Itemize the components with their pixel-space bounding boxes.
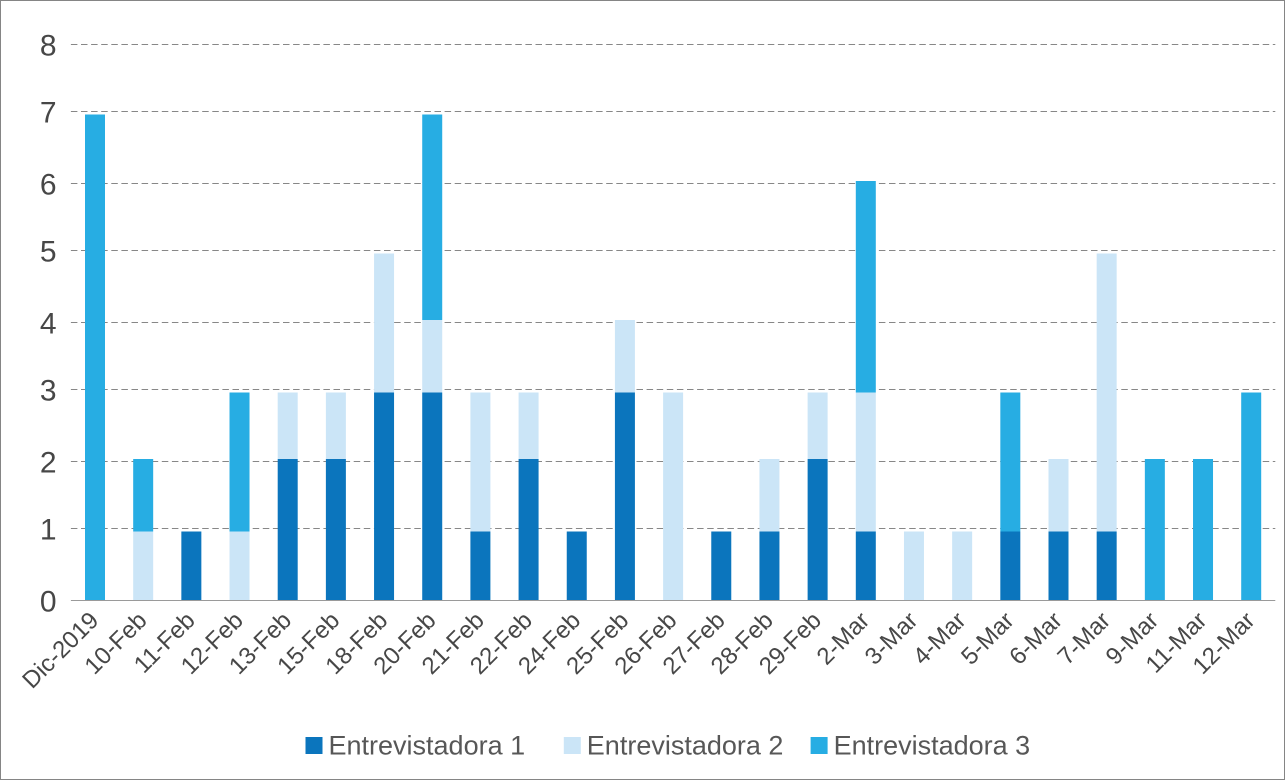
svg-text:6: 6 (40, 169, 57, 202)
svg-text:0: 0 (40, 586, 57, 619)
svg-text:1: 1 (40, 514, 57, 547)
svg-text:3: 3 (40, 375, 57, 408)
svg-text:8: 8 (40, 30, 57, 63)
svg-text:Entrevistadora 3: Entrevistadora 3 (834, 731, 1031, 761)
svg-text:Entrevistadora 2: Entrevistadora 2 (587, 731, 784, 761)
svg-text:2: 2 (40, 447, 57, 480)
svg-text:Entrevistadora 1: Entrevistadora 1 (329, 731, 526, 761)
svg-text:4: 4 (40, 308, 57, 341)
svg-text:7: 7 (40, 97, 57, 130)
svg-text:5: 5 (40, 236, 57, 269)
